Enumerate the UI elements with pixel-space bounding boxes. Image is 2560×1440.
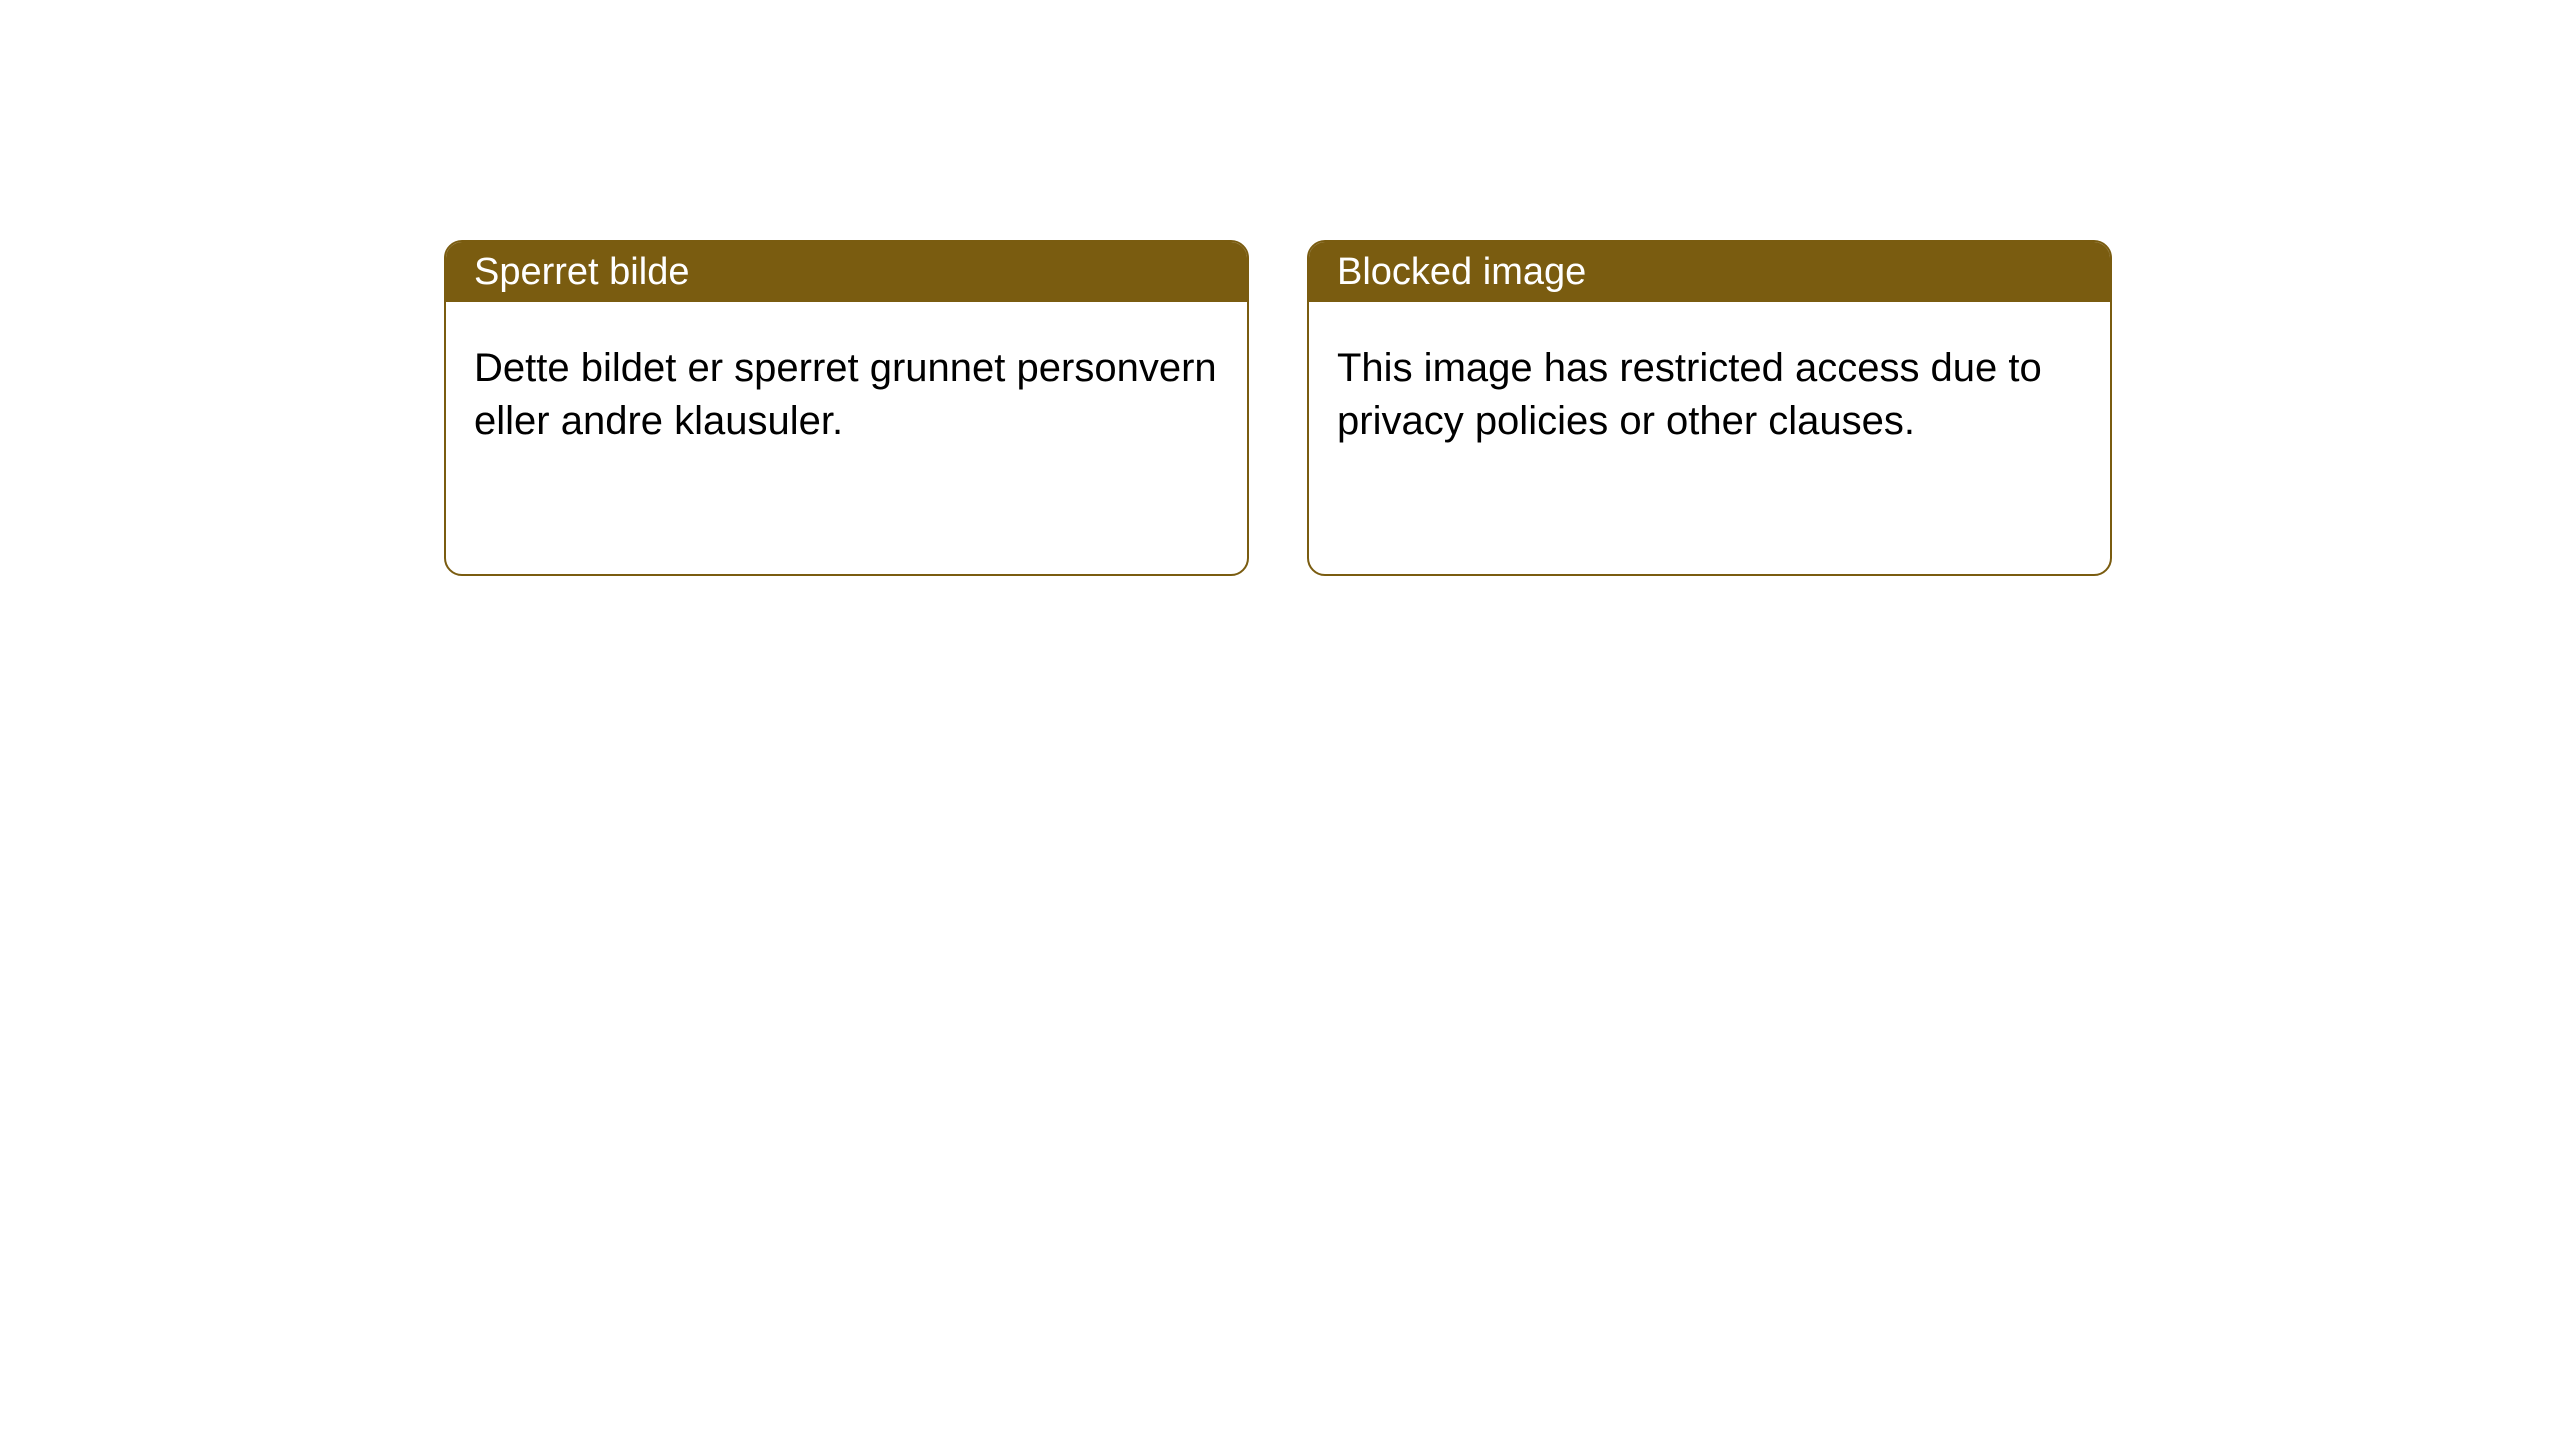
notice-title: Blocked image <box>1337 251 1586 294</box>
notice-header: Sperret bilde <box>446 242 1247 302</box>
notice-body: This image has restricted access due to … <box>1309 302 2110 488</box>
notice-header: Blocked image <box>1309 242 2110 302</box>
notice-card-norwegian: Sperret bilde Dette bildet er sperret gr… <box>444 240 1249 576</box>
notice-body-text: This image has restricted access due to … <box>1337 346 2042 443</box>
notice-card-english: Blocked image This image has restricted … <box>1307 240 2112 576</box>
notice-body-text: Dette bildet er sperret grunnet personve… <box>474 346 1217 443</box>
notice-container: Sperret bilde Dette bildet er sperret gr… <box>444 240 2112 576</box>
notice-body: Dette bildet er sperret grunnet personve… <box>446 302 1247 488</box>
notice-title: Sperret bilde <box>474 251 689 294</box>
